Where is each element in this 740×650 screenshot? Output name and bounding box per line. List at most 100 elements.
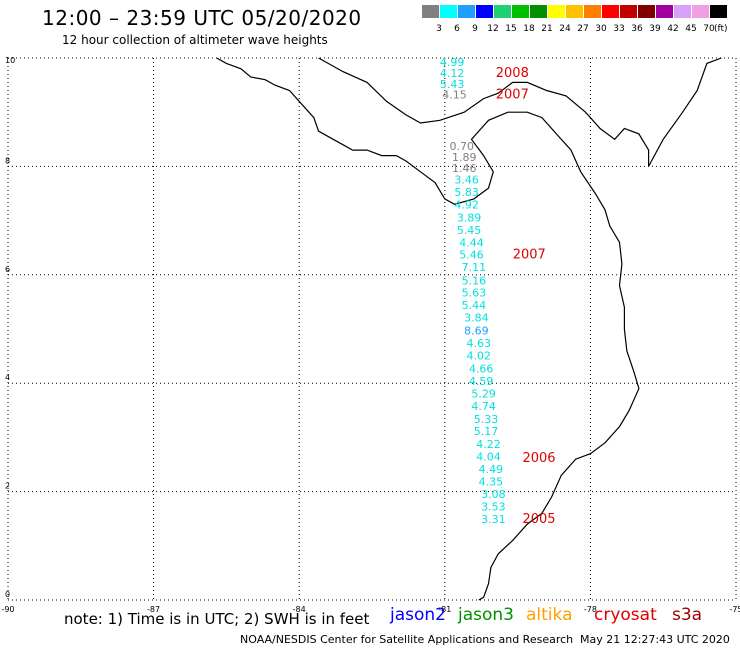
scale-swatch bbox=[620, 5, 637, 18]
wave-height-value: 0.70 bbox=[450, 140, 475, 153]
scale-swatch bbox=[584, 5, 601, 18]
wave-height-value: 4.12 bbox=[440, 67, 465, 80]
y-tick-label: 4 bbox=[5, 373, 10, 382]
wave-height-value: 4.74 bbox=[471, 400, 496, 413]
wave-height-value: 4.59 bbox=[469, 375, 494, 388]
wave-height-value: 5.63 bbox=[462, 286, 487, 299]
x-tick-label: -78 bbox=[584, 605, 597, 614]
scale-swatch bbox=[638, 5, 655, 18]
coastline bbox=[216, 57, 722, 601]
scale-tick-label: 18 bbox=[523, 24, 535, 34]
color-scale: 3 6 9 12 15 18 21 24 27 30 33 36 39 42 45 70 (ft) bbox=[422, 5, 728, 34]
wave-height-value: 3.89 bbox=[457, 212, 482, 225]
scale-tick-label: 27 bbox=[577, 24, 588, 34]
wave-height-value: 5.44 bbox=[462, 299, 487, 312]
time-label: 2005 bbox=[522, 512, 555, 527]
scale-tick-label: 42 bbox=[667, 24, 678, 34]
footer-note: note: 1) Time is in UTC; 2) SWH is in fe… bbox=[64, 610, 370, 628]
wave-height-value: 7.11 bbox=[462, 261, 487, 274]
wave-height-value: 8.69 bbox=[464, 324, 489, 337]
scale-swatch bbox=[440, 5, 457, 18]
y-tick-label: 0 bbox=[5, 590, 10, 599]
scale-tick-label: 30 bbox=[595, 24, 607, 34]
wave-height-value: 1.89 bbox=[452, 151, 477, 164]
wave-height-value: 4.99 bbox=[440, 56, 465, 69]
satellite-altika: altika bbox=[526, 605, 573, 625]
satellite-cryosat: cryosat bbox=[594, 605, 657, 625]
x-tick-label: -90 bbox=[1, 605, 14, 614]
wave-height-value: 4.04 bbox=[476, 451, 501, 464]
wave-height-value: 4.92 bbox=[454, 199, 479, 212]
scale-swatch bbox=[566, 5, 583, 18]
wave-height-value: 3.53 bbox=[481, 501, 506, 514]
scale-swatch bbox=[422, 5, 439, 18]
wave-height-value: 4.63 bbox=[467, 337, 492, 350]
wave-height-value: 3.31 bbox=[481, 513, 506, 526]
scale-tick-label: 15 bbox=[505, 24, 516, 34]
wave-height-value: 1.46 bbox=[452, 162, 477, 175]
y-tick-label: 2 bbox=[5, 482, 10, 491]
wave-height-value: 4.15 bbox=[442, 89, 467, 102]
wave-height-value: 4.35 bbox=[479, 476, 504, 489]
caribbean-coastline bbox=[318, 57, 722, 167]
wave-height-value: 3.84 bbox=[464, 311, 489, 324]
footer-timestamp: May 21 12:27:43 UTC 2020 bbox=[580, 633, 730, 646]
scale-tick-label: 6 bbox=[454, 24, 460, 34]
x-tick-label: -84 bbox=[293, 605, 306, 614]
wave-height-labels: 4.994.125.434.15 0.701.891.463.465.834.92… bbox=[440, 56, 506, 526]
wave-height-value: 5.46 bbox=[459, 249, 484, 262]
time-label: 2007 bbox=[513, 248, 546, 263]
scale-swatch bbox=[512, 5, 529, 18]
wave-height-value: 5.45 bbox=[457, 224, 482, 237]
wave-height-value: 4.44 bbox=[459, 237, 484, 250]
time-label: 2008 bbox=[496, 66, 529, 81]
scale-swatch bbox=[656, 5, 673, 18]
scale-tick-label: 33 bbox=[613, 24, 624, 34]
wave-height-value: 4.66 bbox=[469, 362, 494, 375]
y-tick-label: 6 bbox=[5, 265, 10, 274]
map-grid bbox=[7, 57, 737, 601]
scale-tick-label: 24 bbox=[559, 24, 571, 34]
x-tick-label: -81 bbox=[438, 605, 451, 614]
x-tick-label: -75 bbox=[729, 605, 740, 614]
scale-swatch bbox=[548, 5, 565, 18]
wave-height-value: 5.17 bbox=[474, 425, 499, 438]
scale-swatch bbox=[476, 5, 493, 18]
scale-tick-label: 21 bbox=[541, 24, 552, 34]
scale-swatch bbox=[494, 5, 511, 18]
time-label: 2006 bbox=[522, 451, 555, 466]
satellite-jason2: jason2 bbox=[390, 605, 446, 625]
scale-swatch bbox=[710, 5, 727, 18]
scale-swatch bbox=[530, 5, 547, 18]
y-tick-label: 10 bbox=[5, 56, 15, 65]
map-axes: -90 -87 -84 -81 -78 -75 10 8 6 4 2 0 bbox=[1, 56, 740, 614]
scale-swatch bbox=[458, 5, 475, 18]
wave-height-value: 5.16 bbox=[462, 275, 487, 288]
wave-height-value: 5.83 bbox=[454, 186, 479, 199]
wave-height-value: 4.22 bbox=[476, 438, 501, 451]
wave-height-value: 5.29 bbox=[471, 387, 496, 400]
time-label: 2007 bbox=[496, 88, 529, 103]
satellite-s3a: s3a bbox=[672, 605, 703, 625]
wave-height-value: 3.08 bbox=[481, 488, 506, 501]
wave-height-value: 3.46 bbox=[454, 174, 479, 187]
footer-credit: NOAA/NESDIS Center for Satellite Applica… bbox=[240, 633, 574, 646]
page-title: 12:00 – 23:59 UTC 05/20/2020 bbox=[42, 6, 362, 30]
scale-tick-label: 9 bbox=[472, 24, 478, 34]
scale-swatch bbox=[674, 5, 691, 18]
scale-tick-label: 12 bbox=[487, 24, 498, 34]
scale-tick-label: 36 bbox=[631, 24, 643, 34]
scale-tick-label: 45 bbox=[685, 24, 696, 34]
wave-height-value: 4.02 bbox=[467, 349, 492, 362]
scale-swatch bbox=[692, 5, 709, 18]
page-subtitle: 12 hour collection of altimeter wave hei… bbox=[62, 33, 328, 47]
scale-tick-label: 39 bbox=[649, 24, 661, 34]
time-labels: 2008 2007 2007 2006 2005 bbox=[496, 66, 556, 527]
wave-height-value: 4.49 bbox=[479, 463, 504, 476]
wave-height-value: 5.33 bbox=[474, 413, 499, 426]
satellite-jason3: jason3 bbox=[458, 605, 514, 625]
scale-tick-label: 3 bbox=[436, 24, 442, 34]
scale-swatch bbox=[602, 5, 619, 18]
x-tick-label: -87 bbox=[147, 605, 160, 614]
